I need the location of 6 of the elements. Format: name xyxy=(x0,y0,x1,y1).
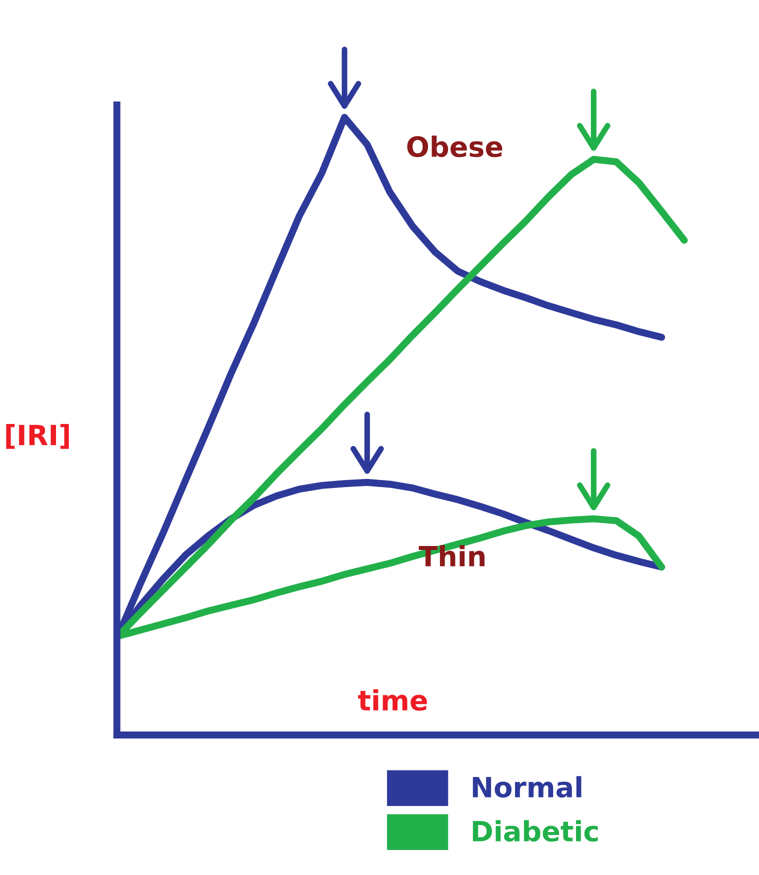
legend-label: Diabetic xyxy=(472,820,598,842)
legend-label: Normal xyxy=(472,776,582,798)
annotation: Thin xyxy=(418,545,485,566)
x-axis-title: time xyxy=(358,689,427,711)
y-axis-title: [IRI] xyxy=(6,424,69,449)
annotation: Obese xyxy=(407,136,502,158)
